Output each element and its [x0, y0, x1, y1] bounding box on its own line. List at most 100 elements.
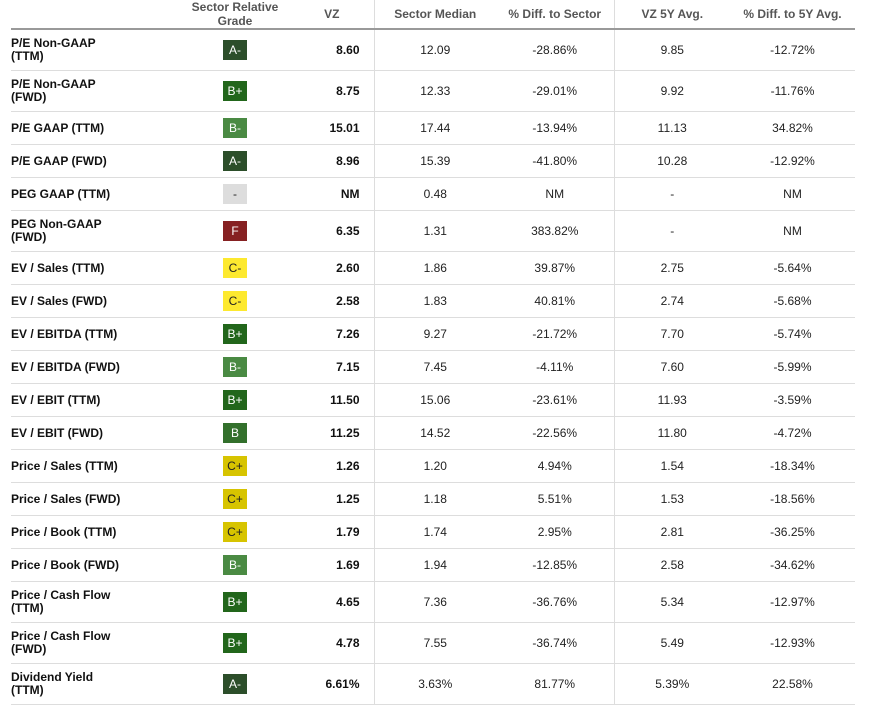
vz-value: 1.69 — [290, 548, 375, 582]
table-row: EV / Sales (FWD) C- 2.58 1.83 40.81% 2.74 -5.6… — [11, 284, 855, 318]
metric-label: Price / Book (FWD) — [11, 548, 180, 582]
grade-cell: A- — [180, 144, 290, 178]
diff-to-sector-value: 81.77% — [496, 663, 615, 705]
header-sector-relative-grade: Sector Relative Grade — [180, 0, 290, 30]
sector-median-value: 1.31 — [374, 210, 496, 252]
table-row: Price / Sales (TTM) C+ 1.26 1.20 4.94% 1.54 -1… — [11, 449, 855, 483]
vz-5y-avg-value: 7.60 — [614, 350, 730, 384]
metric-label: Dividend Yield (TTM) — [11, 663, 180, 705]
diff-to-sector-value: -23.61% — [496, 383, 615, 417]
diff-to-5y-avg-value: -5.99% — [730, 350, 855, 384]
metric-label: P/E GAAP (FWD) — [11, 144, 180, 178]
grade-cell: C- — [180, 251, 290, 285]
metric-label-line1: Price / Book (TTM) — [11, 524, 117, 539]
diff-to-sector-value: -36.76% — [496, 581, 615, 623]
grade-cell: B — [180, 416, 290, 450]
sector-median-value: 1.74 — [374, 515, 496, 549]
vz-5y-avg-value: 2.58 — [614, 548, 730, 582]
sector-median-value: 9.27 — [374, 317, 496, 351]
metric-label-line1: P/E GAAP (TTM) — [11, 120, 105, 135]
metric-label-line1: PEG GAAP (TTM) — [11, 186, 111, 201]
metric-label-line1: EV / EBIT (FWD) — [11, 425, 103, 440]
grade-cell: B+ — [180, 622, 290, 664]
diff-to-sector-value: 2.95% — [496, 515, 615, 549]
vz-value: 15.01 — [290, 111, 375, 145]
metric-label-line1: EV / Sales (FWD) — [11, 293, 108, 308]
vz-5y-avg-value: 9.92 — [614, 70, 730, 112]
sector-median-value: 7.45 — [374, 350, 496, 384]
sector-median-value: 15.06 — [374, 383, 496, 417]
table-row: Price / Book (FWD) B- 1.69 1.94 -12.85% 2.58-… — [11, 548, 855, 582]
header-diff-to-5y-avg: % Diff. to 5Y Avg. — [730, 0, 855, 30]
grade-badge: B- — [223, 118, 247, 138]
metric-label-line2: (FWD) — [11, 230, 47, 244]
diff-to-5y-avg-value: -18.34% — [730, 449, 855, 483]
metric-label: Price / Sales (TTM) — [11, 449, 180, 483]
sector-median-value: 1.83 — [374, 284, 496, 318]
vz-value: NM — [290, 177, 375, 211]
diff-to-5y-avg-value: NM — [730, 177, 855, 211]
grade-badge: B — [223, 423, 247, 443]
grade-badge: A- — [223, 151, 247, 171]
metric-label-line1: EV / EBITDA (TTM) — [11, 326, 118, 341]
table-row: EV / EBITDA (FWD) B- 7.15 7.45 -4.11% 7.60 -5.… — [11, 350, 855, 384]
diff-to-sector-value: -12.85% — [496, 548, 615, 582]
grade-badge: C+ — [223, 522, 247, 542]
table-row: PEG Non-GAAP (FWD) F 6.35 1.31 383.82% - NM — [11, 210, 855, 252]
diff-to-sector-value: 383.82% — [496, 210, 615, 252]
table-row: EV / EBITDA (TTM) B+ 7.26 9.27 -21.72% 7.70 -5… — [11, 317, 855, 351]
vz-value: 7.26 — [290, 317, 375, 351]
metric-label: EV / EBIT (TTM) — [11, 383, 180, 417]
vz-5y-avg-value: 5.34 — [614, 581, 730, 623]
metric-label-line2: (FWD) — [11, 642, 47, 656]
grade-cell: C+ — [180, 482, 290, 516]
header-vz-5y-avg: VZ 5Y Avg. — [614, 0, 730, 30]
vz-value: 1.25 — [290, 482, 375, 516]
table-row: P/E Non-GAAP (FWD) B+ 8.75 12.33 -29.01% 9.92-… — [11, 70, 855, 112]
table-row: P/E GAAP (FWD) A- 8.96 15.39 -41.80% 10.28 -12… — [11, 144, 855, 178]
vz-5y-avg-value: 2.81 — [614, 515, 730, 549]
diff-to-5y-avg-value: -12.93% — [730, 622, 855, 664]
table-row: EV / EBIT (FWD) B 11.25 14.52 -22.56% 11.80 -4… — [11, 416, 855, 450]
diff-to-sector-value: NM — [496, 177, 615, 211]
sector-median-value: 7.36 — [374, 581, 496, 623]
diff-to-5y-avg-value: -12.97% — [730, 581, 855, 623]
vz-value: 2.60 — [290, 251, 375, 285]
grade-cell: B- — [180, 350, 290, 384]
vz-value: 1.79 — [290, 515, 375, 549]
diff-to-sector-value: -28.86% — [496, 29, 615, 71]
table-row: EV / Sales (TTM) C- 2.60 1.86 39.87% 2.75 -5.6… — [11, 251, 855, 285]
vz-value: 1.26 — [290, 449, 375, 483]
grade-badge: B- — [223, 555, 247, 575]
header-vz: VZ — [290, 0, 375, 30]
table-row: Price / Book (TTM) C+ 1.79 1.74 2.95% 2.81 -36… — [11, 515, 855, 549]
metric-label-line1: Price / Sales (TTM) — [11, 458, 118, 473]
diff-to-5y-avg-value: -36.25% — [730, 515, 855, 549]
diff-to-sector-value: -29.01% — [496, 70, 615, 112]
metric-label-line1: EV / Sales (TTM) — [11, 260, 105, 275]
diff-to-5y-avg-value: -34.62% — [730, 548, 855, 582]
metric-label-line1: P/E Non-GAAP — [11, 77, 96, 91]
diff-to-5y-avg-value: -3.59% — [730, 383, 855, 417]
vz-value: 11.25 — [290, 416, 375, 450]
diff-to-5y-avg-value: NM — [730, 210, 855, 252]
vz-value: 8.75 — [290, 70, 375, 112]
metric-label-line1: EV / EBITDA (FWD) — [11, 359, 120, 374]
metric-label-line1: Price / Cash Flow — [11, 588, 111, 602]
grade-badge: B- — [223, 357, 247, 377]
sector-median-value: 1.18 — [374, 482, 496, 516]
vz-5y-avg-value: - — [614, 210, 730, 252]
vz-value: 4.65 — [290, 581, 375, 623]
sector-median-value: 1.94 — [374, 548, 496, 582]
grade-cell: B+ — [180, 317, 290, 351]
vz-value: 7.15 — [290, 350, 375, 384]
grade-badge: A- — [223, 674, 247, 694]
metric-label-line1: P/E Non-GAAP — [11, 36, 96, 50]
diff-to-5y-avg-value: 22.58% — [730, 663, 855, 705]
vz-5y-avg-value: 10.28 — [614, 144, 730, 178]
metric-label-line1: Price / Book (FWD) — [11, 557, 120, 572]
metric-label: PEG GAAP (TTM) — [11, 177, 180, 211]
vz-value: 11.50 — [290, 383, 375, 417]
table-row: P/E Non-GAAP (TTM) A- 8.60 12.09 -28.86% 9.85-… — [11, 29, 855, 71]
table-row: PEG GAAP (TTM) - NM 0.48 NM - NM — [11, 177, 855, 211]
